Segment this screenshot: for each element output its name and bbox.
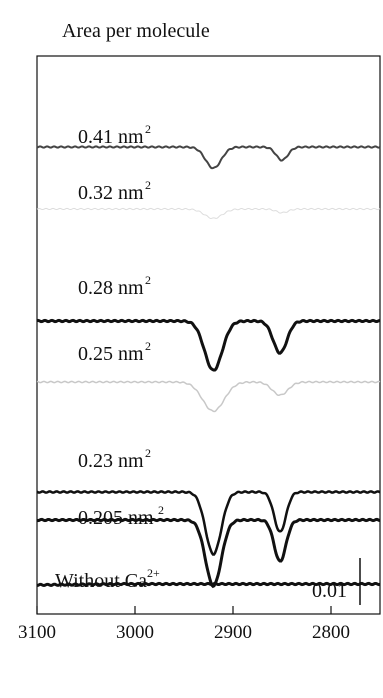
trace-0 — [36, 145, 381, 170]
trace-4 — [36, 490, 381, 556]
series-label-sup-4: 2 — [145, 446, 151, 460]
series-label-1: 0.32 nm — [78, 182, 144, 204]
series-label-sup-6: 2+ — [147, 566, 160, 580]
series-label-0: 0.41 nm — [78, 126, 144, 148]
series-label-4: 0.23 nm — [78, 450, 144, 472]
trace-6 — [36, 581, 381, 588]
x-tick-label: 2900 — [214, 622, 252, 643]
spectrum-traces — [36, 145, 381, 589]
series-label-5: 0.205 nm — [78, 507, 154, 529]
plot-frame — [36, 55, 381, 615]
series-label-sup-3: 2 — [145, 339, 151, 353]
trace-1 — [36, 207, 381, 219]
x-tick-label: 3000 — [116, 622, 154, 643]
series-label-2: 0.28 nm — [78, 277, 144, 299]
series-label-sup-2: 2 — [145, 273, 151, 287]
x-tick-label: 3100 — [18, 622, 56, 643]
scale-bar-label: 0.01 — [312, 580, 347, 602]
series-label-sup-5: 2 — [158, 503, 164, 517]
series-label-6: Without Ca — [55, 570, 147, 592]
x-axis-ticks: 3100 3000 2900 2800 — [18, 606, 350, 643]
series-label-sup-0: 2 — [145, 122, 151, 136]
series-label-3: 0.25 nm — [78, 343, 144, 365]
trace-5 — [36, 517, 381, 589]
series-label-sup-1: 2 — [145, 178, 151, 192]
trace-2 — [36, 318, 381, 372]
chart-title: Area per molecule — [62, 20, 210, 42]
trace-3 — [36, 380, 381, 413]
x-tick-label: 2800 — [312, 622, 350, 643]
